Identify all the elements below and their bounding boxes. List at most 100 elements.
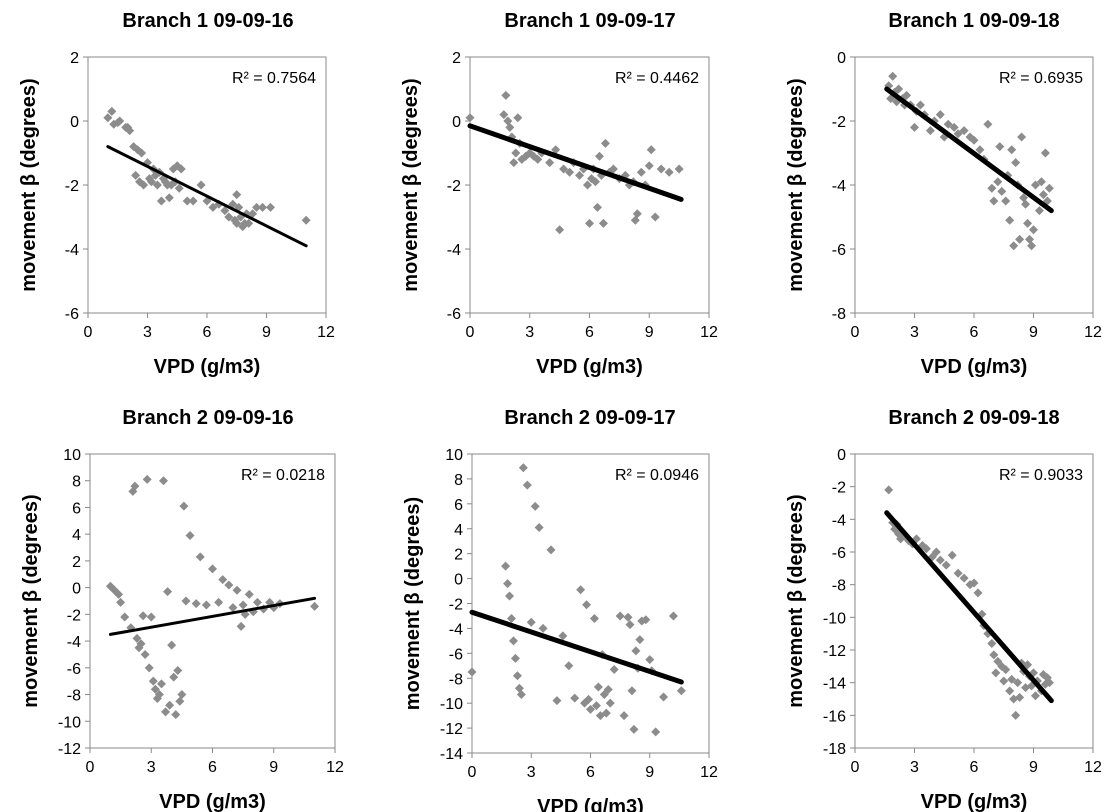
data-point [114, 589, 124, 599]
y-tick-label: -12 [823, 643, 846, 660]
r-squared-label: R² = 0.6935 [999, 70, 1083, 87]
data-point [467, 667, 477, 677]
data-point [518, 463, 528, 473]
data-point [516, 689, 526, 699]
x-tick-label: 6 [585, 324, 594, 341]
y-axis-label: movement β (degrees) [20, 494, 42, 707]
y-tick-label: -8 [449, 671, 463, 688]
data-point [997, 186, 1007, 196]
data-point [310, 601, 320, 611]
data-point [1044, 678, 1054, 688]
data-point [214, 597, 224, 607]
data-point [635, 635, 645, 645]
data-point [503, 579, 513, 589]
data-point [645, 655, 655, 665]
data-point [585, 218, 594, 228]
data-point [668, 611, 678, 621]
data-point [888, 71, 898, 81]
x-tick-label: 3 [527, 764, 536, 781]
y-tick-label: 8 [72, 474, 81, 491]
data-point [154, 690, 164, 700]
data-point [258, 202, 268, 212]
x-tick-label: 12 [700, 324, 718, 341]
data-point [511, 148, 521, 158]
data-point [167, 640, 177, 650]
data-point [631, 646, 641, 656]
data-point [947, 550, 957, 560]
chart-title: Branch 1 09-09-18 [888, 10, 1059, 32]
y-axis-label: movement β (degrees) [402, 497, 424, 710]
data-point [1001, 665, 1011, 675]
trendline [106, 145, 308, 248]
x-tick-label: 12 [1084, 759, 1102, 776]
data-point [248, 209, 258, 219]
r-squared-label: R² = 0.0218 [241, 467, 325, 484]
data-point [161, 707, 171, 717]
data-point [915, 100, 925, 110]
y-tick-label: -14 [440, 746, 463, 763]
data-point [522, 480, 532, 490]
data-point [512, 671, 522, 681]
plot-area [87, 56, 327, 314]
chart-title: Branch 1 09-09-17 [504, 10, 675, 32]
data-point [103, 113, 113, 123]
plot-area [854, 453, 1094, 749]
data-point [591, 701, 601, 711]
y-tick-label: -6 [832, 545, 846, 562]
data-point [582, 600, 592, 610]
data-point [575, 170, 585, 180]
y-tick-label: -2 [447, 178, 461, 195]
y-tick-label: -6 [447, 306, 461, 323]
data-point [598, 218, 608, 228]
x-tick-label: 12 [1084, 324, 1102, 341]
data-point [526, 617, 536, 627]
x-tick-label: 0 [84, 324, 93, 341]
data-point [601, 708, 611, 718]
data-point [545, 158, 555, 168]
x-tick-label: 6 [970, 324, 979, 341]
data-point [558, 631, 568, 641]
y-tick-label: -4 [832, 512, 846, 529]
data-point [935, 555, 945, 565]
data-point [931, 547, 941, 557]
x-tick-label: 6 [203, 324, 212, 341]
data-point [232, 190, 242, 200]
data-point [894, 84, 904, 94]
data-point [651, 727, 661, 737]
data-point [1015, 234, 1025, 244]
x-tick-label: 0 [851, 759, 860, 776]
data-point [603, 684, 613, 694]
data-point [987, 183, 997, 193]
y-tick-label: 0 [837, 50, 846, 67]
data-point [505, 591, 515, 601]
data-point [975, 145, 985, 155]
data-point [656, 164, 666, 174]
y-tick-label: 2 [72, 554, 81, 571]
data-point [505, 122, 515, 132]
y-tick-label: 0 [454, 572, 463, 589]
data-point [218, 575, 228, 585]
data-point [1023, 660, 1033, 670]
data-point [152, 180, 162, 190]
y-tick-label: -16 [823, 708, 846, 725]
chart-title: Branch 1 09-09-16 [122, 10, 293, 32]
x-axis-label: VPD (g/m3) [921, 791, 1028, 812]
data-point [999, 676, 1009, 686]
x-tick-label: 0 [851, 324, 860, 341]
x-axis-label: VPD (g/m3) [921, 356, 1028, 378]
data-point [1007, 145, 1017, 155]
data-point [1009, 241, 1019, 251]
data-point [146, 612, 156, 622]
data-point [182, 196, 192, 206]
y-tick-label: -4 [65, 242, 79, 259]
data-point [664, 167, 674, 177]
data-point [989, 650, 999, 660]
y-tick-label: -10 [440, 696, 463, 713]
data-point [185, 531, 195, 541]
data-point [1030, 691, 1040, 701]
data-point [232, 585, 242, 595]
data-point [165, 700, 175, 710]
trendline [108, 596, 317, 636]
data-point [174, 183, 184, 193]
data-point [530, 501, 540, 511]
